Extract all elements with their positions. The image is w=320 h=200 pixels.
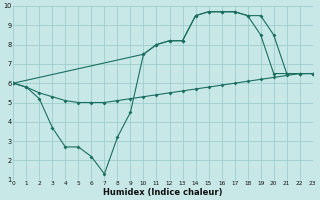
X-axis label: Humidex (Indice chaleur): Humidex (Indice chaleur)	[103, 188, 223, 197]
